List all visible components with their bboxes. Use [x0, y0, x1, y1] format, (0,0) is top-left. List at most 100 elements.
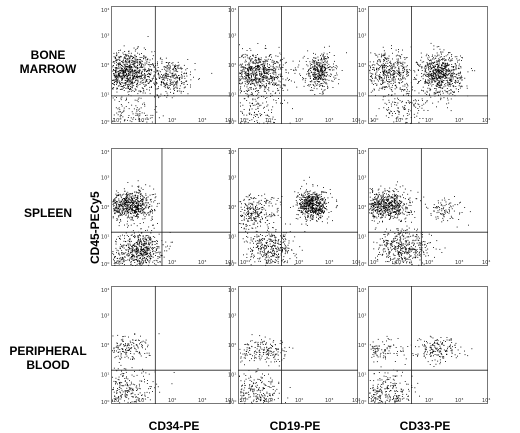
event-dot: [127, 78, 129, 80]
event-dot: [119, 115, 121, 117]
event-dot: [139, 115, 141, 117]
event-dot: [239, 44, 240, 46]
event-dot: [305, 61, 307, 62]
event-dot: [424, 82, 425, 84]
event-dot: [448, 57, 450, 59]
event-dot: [135, 208, 137, 210]
event-dot: [123, 75, 124, 76]
event-dot: [120, 117, 122, 119]
event-dot: [139, 82, 141, 84]
event-dot: [129, 57, 131, 58]
event-dot: [388, 55, 390, 57]
event-dot: [448, 52, 449, 54]
event-dot: [382, 99, 384, 101]
event-dot: [153, 82, 155, 84]
event-dot: [143, 89, 145, 91]
event-dot: [260, 73, 262, 75]
event-dot: [240, 110, 242, 112]
event-dot: [322, 71, 324, 72]
event-dot: [456, 58, 458, 60]
event-dot: [152, 247, 154, 249]
event-dot: [438, 76, 440, 78]
event-dot: [248, 89, 250, 91]
event-dot: [176, 76, 178, 78]
event-dot: [119, 193, 121, 195]
event-dot: [129, 237, 131, 239]
event-dot: [123, 261, 125, 263]
event-dot: [263, 67, 265, 69]
event-dot: [143, 252, 145, 254]
event-dot: [336, 72, 337, 74]
event-dot: [134, 201, 136, 203]
event-dot: [305, 78, 307, 79]
event-dot: [120, 197, 122, 199]
event-dot: [266, 92, 267, 94]
event-dot: [146, 71, 147, 73]
event-dot: [151, 216, 153, 218]
event-dot: [134, 99, 136, 101]
event-dot: [267, 65, 268, 67]
event-dot: [319, 73, 321, 75]
event-dot: [369, 72, 371, 74]
event-dot: [384, 70, 386, 72]
event-dot: [155, 68, 157, 70]
event-dot: [124, 64, 126, 66]
event-dot: [405, 73, 407, 75]
event-dot: [185, 69, 187, 71]
event-dot: [446, 69, 447, 71]
event-dot: [433, 72, 435, 74]
event-dot: [128, 69, 130, 71]
event-dot: [158, 74, 160, 76]
event-dot: [329, 66, 331, 68]
event-dot: [116, 81, 118, 83]
event-dot: [137, 76, 139, 78]
event-dot: [113, 84, 115, 85]
y-tick-label: 10⁰: [101, 262, 109, 268]
event-dot: [140, 253, 142, 255]
event-dot: [325, 58, 327, 59]
event-dot: [402, 106, 404, 108]
event-dot: [167, 75, 169, 77]
event-dot: [184, 72, 185, 74]
event-dot: [115, 193, 117, 195]
event-dot: [158, 247, 160, 249]
event-dot: [137, 65, 139, 66]
event-dot: [259, 85, 260, 87]
event-dot: [269, 77, 271, 79]
event-dot: [320, 62, 322, 64]
event-dot: [132, 204, 134, 206]
event-dot: [438, 74, 440, 76]
event-dot: [119, 59, 121, 61]
event-dot: [119, 66, 121, 68]
x-tick-label: 10⁰: [240, 118, 248, 124]
event-dot: [119, 235, 121, 237]
event-dot: [458, 85, 460, 87]
event-dot: [184, 77, 186, 79]
event-dot: [245, 61, 247, 63]
event-dot: [401, 54, 403, 56]
event-dot: [254, 67, 256, 69]
event-dot: [135, 69, 136, 71]
event-dot: [156, 240, 158, 241]
event-dot: [157, 262, 159, 263]
event-dot: [124, 198, 126, 200]
event-dot: [289, 122, 291, 124]
event-dot: [148, 207, 149, 209]
event-dot: [141, 208, 143, 210]
event-dot: [383, 60, 385, 62]
event-dot: [399, 75, 400, 76]
event-dot: [139, 253, 141, 254]
event-dot: [265, 114, 267, 116]
event-dot: [245, 80, 247, 82]
event-dot: [453, 85, 455, 87]
event-dot: [314, 72, 316, 74]
event-dot: [165, 69, 167, 71]
event-dot: [154, 250, 156, 252]
event-dot: [135, 62, 137, 63]
event-dot: [439, 66, 441, 68]
event-dot: [144, 81, 146, 83]
event-dot: [389, 60, 391, 62]
event-dot: [140, 200, 141, 202]
event-dot: [382, 66, 384, 68]
event-dot: [391, 94, 392, 96]
